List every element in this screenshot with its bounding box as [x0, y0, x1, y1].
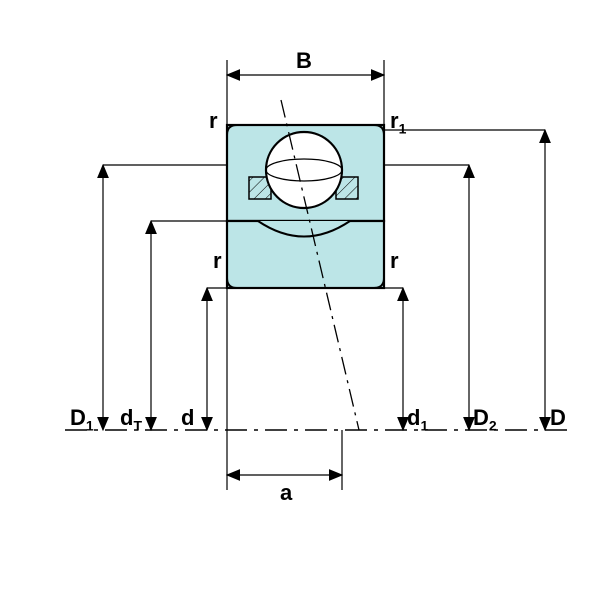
label-D1: D1	[70, 405, 94, 433]
label-B: B	[296, 48, 312, 74]
label-D2: D2	[473, 405, 497, 433]
label-r-bl: r	[213, 248, 222, 274]
bearing-diagram: { "diagram": { "type": "engineering-cros…	[0, 0, 600, 600]
label-a: a	[280, 480, 292, 506]
label-d1: d1	[407, 405, 428, 433]
label-r-br: r	[390, 248, 399, 274]
label-d: d	[181, 405, 194, 431]
diagram-svg	[0, 0, 600, 600]
label-dT: dT	[120, 405, 142, 433]
label-r-tr: r1	[390, 108, 406, 136]
label-r-tl: r	[209, 108, 218, 134]
label-D: D	[550, 405, 566, 431]
